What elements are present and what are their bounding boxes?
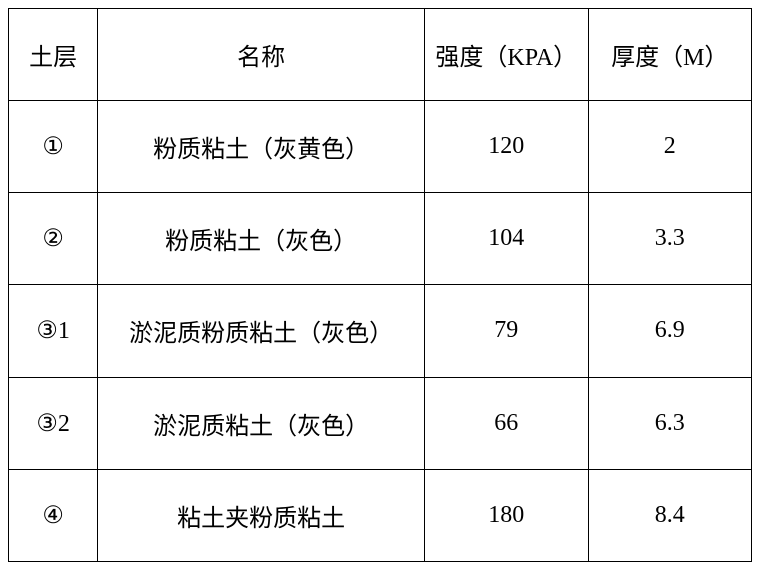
cell-thickness: 6.9 [588,285,751,377]
cell-name: 粉质粘土（灰黄色） [98,101,425,193]
table-row: ④ 粘土夹粉质粘土 180 8.4 [9,469,752,561]
table-row: ② 粉质粘土（灰色） 104 3.3 [9,193,752,285]
cell-thickness: 8.4 [588,469,751,561]
cell-thickness: 6.3 [588,377,751,469]
cell-name: 淤泥质粘土（灰色） [98,377,425,469]
cell-name: 粘土夹粉质粘土 [98,469,425,561]
cell-layer: ③1 [9,285,98,377]
header-strength: 强度（KPA） [425,9,588,101]
header-layer: 土层 [9,9,98,101]
cell-strength: 79 [425,285,588,377]
cell-layer: ① [9,101,98,193]
header-name: 名称 [98,9,425,101]
table-row: ① 粉质粘土（灰黄色） 120 2 [9,101,752,193]
table-row: ③1 淤泥质粉质粘土（灰色） 79 6.9 [9,285,752,377]
cell-strength: 180 [425,469,588,561]
table-row: ③2 淤泥质粘土（灰色） 66 6.3 [9,377,752,469]
cell-thickness: 3.3 [588,193,751,285]
table-header-row: 土层 名称 强度（KPA） 厚度（M） [9,9,752,101]
cell-name: 淤泥质粉质粘土（灰色） [98,285,425,377]
cell-strength: 104 [425,193,588,285]
cell-strength: 120 [425,101,588,193]
cell-name: 粉质粘土（灰色） [98,193,425,285]
cell-layer: ④ [9,469,98,561]
cell-layer: ③2 [9,377,98,469]
header-thickness: 厚度（M） [588,9,751,101]
cell-strength: 66 [425,377,588,469]
soil-layer-table: 土层 名称 强度（KPA） 厚度（M） ① 粉质粘土（灰黄色） 120 2 ② … [8,8,752,562]
cell-thickness: 2 [588,101,751,193]
cell-layer: ② [9,193,98,285]
